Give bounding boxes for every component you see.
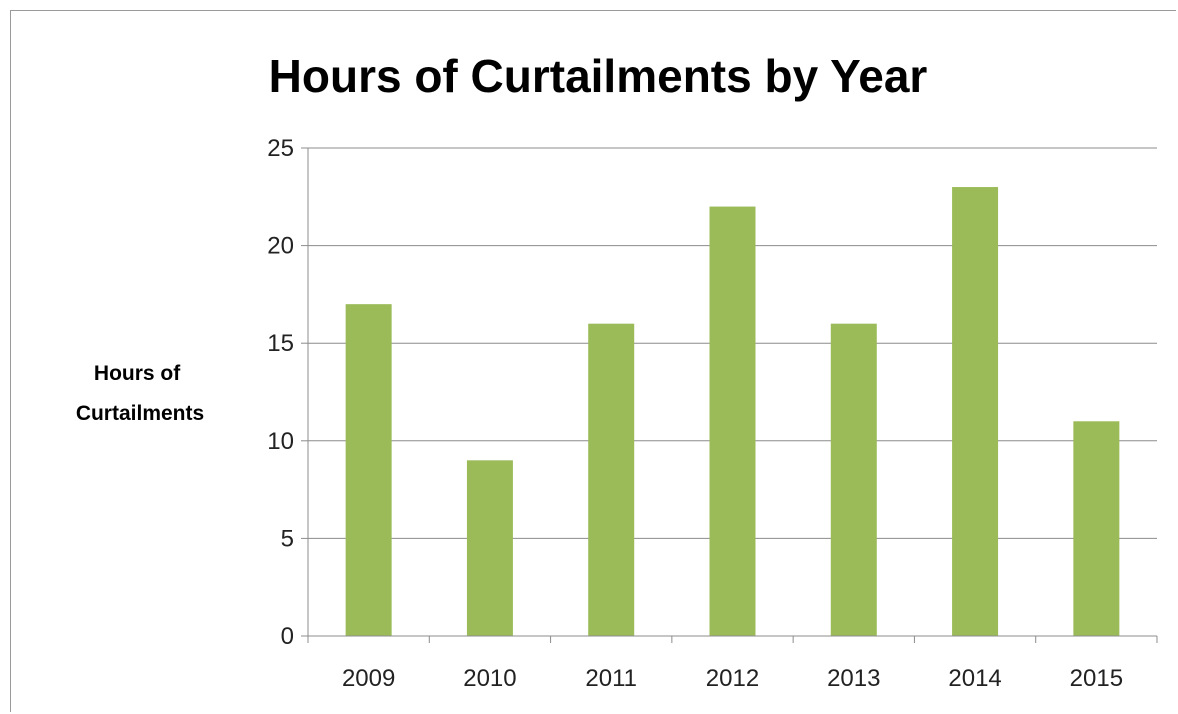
bar-2015 — [1073, 421, 1120, 636]
bars — [345, 187, 1120, 637]
chart-title: Hours of Curtailments by Year — [269, 50, 928, 102]
y-axis-label-line-1: Hours of — [94, 362, 181, 385]
y-tick-label-20: 20 — [267, 233, 294, 260]
x-tick-label-2010: 2010 — [463, 665, 516, 692]
x-tick-label-2013: 2013 — [827, 665, 880, 692]
y-tick-label-15: 15 — [267, 330, 294, 357]
y-tick-label-25: 25 — [267, 135, 294, 162]
x-tick-label-2014: 2014 — [948, 665, 1001, 692]
y-tick-label-10: 10 — [267, 428, 294, 455]
bar-2009 — [345, 304, 392, 636]
y-tick-label-5: 5 — [281, 525, 294, 552]
x-tick-label-2012: 2012 — [706, 665, 759, 692]
axes — [301, 147, 1158, 643]
x-tick-label-2015: 2015 — [1070, 665, 1123, 692]
x-tick-label-2009: 2009 — [342, 665, 395, 692]
bar-2014 — [952, 187, 999, 637]
bar-2011 — [588, 323, 635, 636]
bar-2013 — [830, 323, 877, 636]
y-tick-labels: 0 5 10 15 20 25 — [267, 135, 294, 650]
x-tick-label-2011: 2011 — [585, 665, 637, 692]
bar-2010 — [466, 460, 513, 636]
bar-2012 — [709, 206, 756, 636]
y-axis-label-line-2: Curtailments — [76, 402, 204, 425]
y-axis-label: Hours of Curtailments — [76, 362, 204, 425]
x-tick-labels: 2009 2010 2011 2012 2013 2014 2015 — [342, 665, 1123, 692]
y-tick-label-0: 0 — [281, 623, 294, 650]
